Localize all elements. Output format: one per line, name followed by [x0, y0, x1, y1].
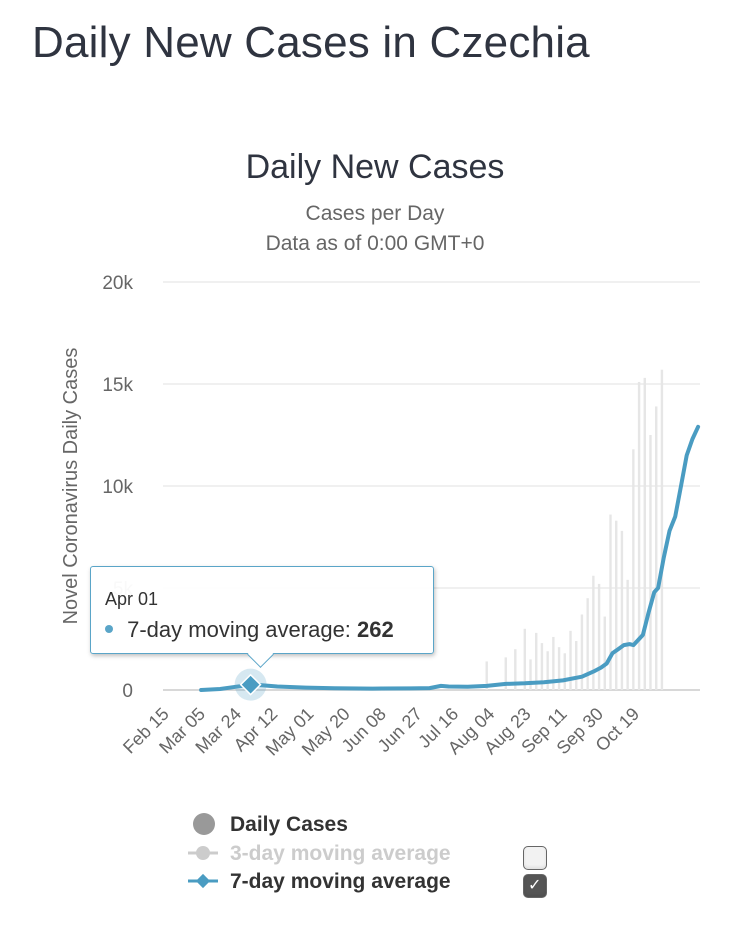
page-title: Daily New Cases in Czechia: [32, 18, 590, 67]
legend-line-diamond-icon: [188, 873, 218, 889]
bar-daily-cases: [586, 598, 589, 690]
legend-label-daily-cases: Daily Cases: [230, 813, 348, 836]
chart-subtitle-timestamp: Data as of 0:00 GMT+0: [265, 232, 485, 255]
toggle-3-day-average-checkbox[interactable]: [523, 846, 547, 870]
bar-daily-cases: [557, 647, 561, 690]
series-line-7-day-moving-average[interactable]: [199, 424, 701, 692]
legend-circle-icon: [193, 813, 215, 835]
y-tick-label: 15k: [102, 375, 133, 396]
bar-daily-cases: [626, 579, 629, 690]
bar-daily-cases: [637, 381, 641, 690]
bar-daily-cases: [597, 583, 601, 690]
tooltip-row: 7-day moving average: 262: [105, 617, 394, 643]
legend-label-3-day-average: 3-day moving average: [230, 842, 451, 865]
y-tick-label: 10k: [102, 477, 133, 498]
tooltip-series-label: 7-day moving average:: [127, 617, 351, 642]
bar-daily-cases: [504, 657, 507, 690]
bar-daily-cases: [603, 616, 606, 690]
bar-daily-cases: [580, 614, 584, 690]
bar-daily-cases: [563, 653, 566, 690]
bar-daily-cases: [643, 377, 646, 690]
chart-tooltip: Apr 01 7-day moving average: 262: [90, 566, 434, 668]
hover-point-marker: [239, 673, 262, 696]
checkmark-icon: ✓: [528, 877, 542, 894]
tooltip-series-dot: [105, 625, 113, 634]
bar-daily-cases: [615, 520, 618, 690]
legend-label-7-day-average: 7-day moving average: [230, 870, 451, 893]
y-tick-label: 20k: [102, 273, 133, 294]
hover-marker[interactable]: [234, 668, 267, 701]
bar-daily-cases: [620, 530, 624, 690]
bar-daily-cases: [485, 661, 488, 690]
bar-daily-cases: [569, 630, 572, 690]
bar-daily-cases: [609, 514, 612, 690]
y-tick-label: 0: [122, 681, 133, 702]
bar-daily-cases: [655, 406, 658, 690]
bar-daily-cases: [529, 659, 532, 690]
bar-daily-cases: [660, 369, 664, 690]
toggle-7-day-average-checkbox[interactable]: ✓: [523, 874, 547, 898]
y-axis-label: Novel Coronavirus Daily Cases: [60, 348, 82, 625]
bar-daily-cases: [546, 651, 549, 690]
bar-daily-cases: [575, 641, 578, 690]
bar-daily-cases: [523, 628, 527, 690]
bar-daily-cases: [514, 649, 517, 690]
tooltip-date: Apr 01: [105, 589, 159, 609]
legend-line-dot-icon: [188, 846, 218, 860]
bar-daily-cases: [535, 632, 538, 690]
bar-daily-cases: [540, 643, 544, 690]
bar-daily-cases: [592, 575, 595, 690]
bar-daily-cases: [632, 449, 635, 690]
bar-daily-cases: [552, 636, 555, 690]
chart-title: Daily New Cases: [245, 148, 505, 186]
tooltip-value: 262: [357, 617, 394, 642]
daily-cases-bars: [485, 369, 664, 690]
bar-daily-cases: [649, 435, 652, 690]
chart-subtitle-units: Cases per Day: [305, 202, 445, 225]
